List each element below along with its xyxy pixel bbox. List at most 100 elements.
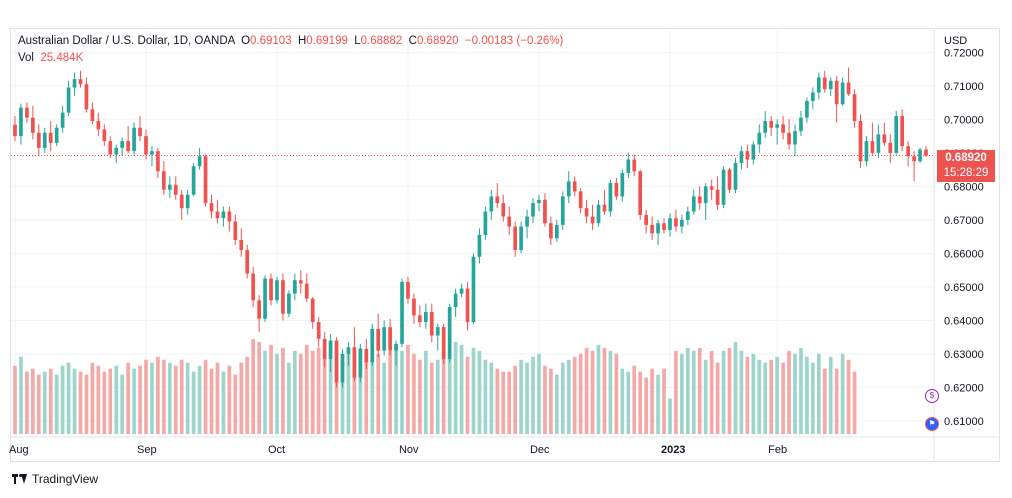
volume-bar [179,359,184,434]
candle-body [406,281,410,299]
candle [60,105,65,133]
candle-body [48,132,53,143]
volume-bar [441,350,446,434]
candle-body [822,77,827,90]
candle [697,186,702,210]
volume-bar [352,359,357,434]
candle-body [364,348,369,363]
high-label: H [297,35,307,47]
volume-bar [816,353,821,434]
candle [477,228,482,264]
volume-bar [543,365,547,434]
volume-bar [429,362,434,434]
flag-event-icon[interactable]: ⚑ [925,417,939,431]
candle [715,176,720,210]
volume-bar [519,359,523,434]
candle [150,146,154,167]
candle-body [697,196,702,204]
candle [757,124,762,153]
candle-body [912,156,916,162]
candle [787,119,791,150]
volume-bar [418,359,422,434]
candle-body [459,288,464,294]
volume-bar [293,350,297,434]
candle-body [549,223,553,239]
candle-body [531,203,535,217]
candle [352,327,357,381]
tradingview-branding[interactable]: TradingView [12,472,98,486]
last-price-value: 0.68920 [945,152,987,164]
candle [287,290,291,318]
candle-body [769,121,774,128]
volume-bar [334,350,339,434]
volume-bar [191,371,196,434]
candle [793,124,797,157]
volume-bar [370,359,375,434]
dividend-event-icon[interactable]: $ [925,389,939,403]
volume-bar [221,371,226,434]
candle-body [745,151,750,160]
legend-volume: Vol 25.484K [18,52,83,64]
volume-bar [376,353,381,434]
candle-body [358,348,363,378]
candle [233,214,238,246]
candle-body [894,116,899,153]
volume-bar [584,347,589,434]
candle-body [352,347,357,378]
y-tick-label: 0.66000 [944,248,984,260]
candle-body [709,186,714,190]
candle-body [179,194,184,209]
candle-body [519,226,523,251]
volume-bar [31,368,35,434]
volume-bar [358,347,363,434]
candle-body [811,92,815,101]
candle-body [13,124,17,137]
candle [453,288,458,318]
volume-bar [650,368,654,434]
candle-body [590,216,595,224]
candle-body [471,256,476,323]
candle [549,216,553,246]
candle [668,213,672,237]
candle-body [525,216,529,227]
candle [239,228,244,257]
candle [13,116,17,142]
volume-bar [215,362,220,434]
y-tick-label: 0.62000 [944,382,984,394]
candle [799,110,803,137]
volume-bar [852,371,857,434]
candle [185,189,190,215]
candle-body [834,80,839,105]
candle [846,67,851,96]
candle [48,121,53,152]
volume-bar [513,365,518,434]
candle-body [108,141,113,155]
volume-bar [72,368,77,434]
y-tick-label: 0.72000 [944,47,984,59]
candle [882,122,887,147]
candle-body [489,196,494,212]
symbol-description[interactable]: Australian Dollar / U.S. Dollar, 1D, OAN… [18,35,235,47]
volume-bar [269,344,273,434]
volume-bar [90,362,95,434]
candle-body [144,136,148,155]
volume-bar [19,356,23,434]
candle-body [751,144,756,160]
volume-bar [257,341,261,434]
x-tick-label: Sep [137,444,157,456]
x-tick-label: Aug [9,444,29,456]
candle [656,219,660,246]
candle [620,169,625,202]
volume-label[interactable]: Vol [18,52,34,64]
candle-body [668,218,672,230]
y-tick-label: 0.65000 [944,282,984,294]
candle-body [781,124,785,133]
volume-bar [840,353,845,434]
candle [412,293,416,324]
candle-body [680,219,684,227]
candle-body [298,280,303,284]
candle [703,183,708,220]
currency-label[interactable]: USD [944,35,967,47]
volume-bar [525,362,529,434]
